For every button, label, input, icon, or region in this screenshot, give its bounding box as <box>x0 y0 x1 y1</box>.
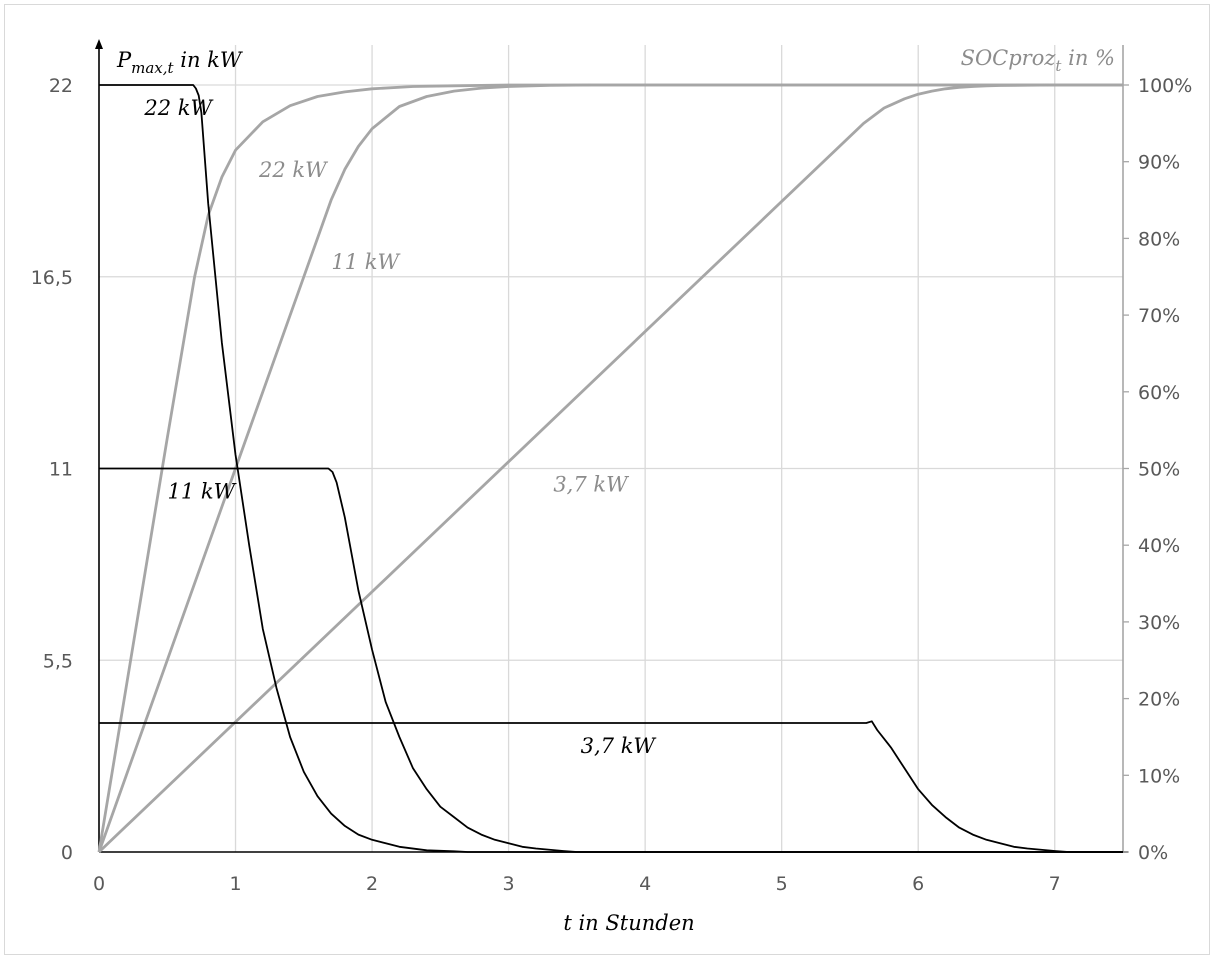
x-tick-label: 4 <box>639 873 651 895</box>
right-tick-label: 50% <box>1138 459 1180 481</box>
right-tick-label: 80% <box>1138 228 1180 250</box>
series-annotation: 22 kW <box>258 158 329 182</box>
right-axis-label-sub: t <box>1055 57 1062 75</box>
left-tick-label: 5,5 <box>43 650 73 672</box>
soc-line-3-7-kW <box>98 83 1123 854</box>
chart-frame <box>4 4 1210 955</box>
x-tick-label: 5 <box>776 873 788 895</box>
right-tick-label: 90% <box>1138 152 1180 174</box>
series-annotation: 11 kW <box>331 250 401 274</box>
left-axis-label-rest: in kW <box>174 48 244 72</box>
power-line-3-7-kW <box>99 720 1123 853</box>
power-line-11-kW <box>99 467 1123 853</box>
right-axis-label-main: SOCproz <box>961 46 1057 70</box>
right-tick-label: 40% <box>1138 535 1180 557</box>
power-line-22-kW <box>99 84 1123 853</box>
x-axis-label: t in Stunden <box>563 911 694 935</box>
right-axis-label: SOCprozt in % <box>961 46 1115 75</box>
right-tick-label: 20% <box>1138 689 1180 711</box>
soc-line-11-kW <box>97 83 1123 853</box>
x-tick-label: 2 <box>366 873 378 895</box>
left-tick-label: 11 <box>49 459 73 481</box>
soc-line-22-kW <box>97 83 1123 853</box>
x-tick-label: 6 <box>912 873 924 895</box>
x-tick-label: 3 <box>503 873 515 895</box>
series-annotation: 3,7 kW <box>581 734 658 758</box>
x-tick-label: 7 <box>1049 873 1061 895</box>
series-annotation: 22 kW <box>143 96 214 120</box>
right-tick-label: 0% <box>1138 842 1168 864</box>
series-annotation: 3,7 kW <box>553 473 630 497</box>
left-axis-label: Pmax,t in kW <box>116 48 244 77</box>
left-tick-label: 22 <box>49 75 73 97</box>
right-tick-label: 70% <box>1138 305 1180 327</box>
x-tick-label: 0 <box>93 873 105 895</box>
right-tick-label: 100% <box>1138 75 1192 97</box>
left-axis-label-main: P <box>116 48 132 72</box>
right-tick-label: 30% <box>1138 612 1180 634</box>
x-tick-label: 1 <box>229 873 241 895</box>
right-tick-label: 10% <box>1138 765 1180 787</box>
right-axis-label-rest: in % <box>1061 46 1115 70</box>
right-tick-label: 60% <box>1138 382 1180 404</box>
left-tick-label: 0 <box>61 842 73 864</box>
left-tick-label: 16,5 <box>31 267 73 289</box>
left-axis-arrow <box>95 39 103 49</box>
left-axis-label-sub: max,t <box>131 59 174 77</box>
series-annotation: 11 kW <box>168 480 238 504</box>
